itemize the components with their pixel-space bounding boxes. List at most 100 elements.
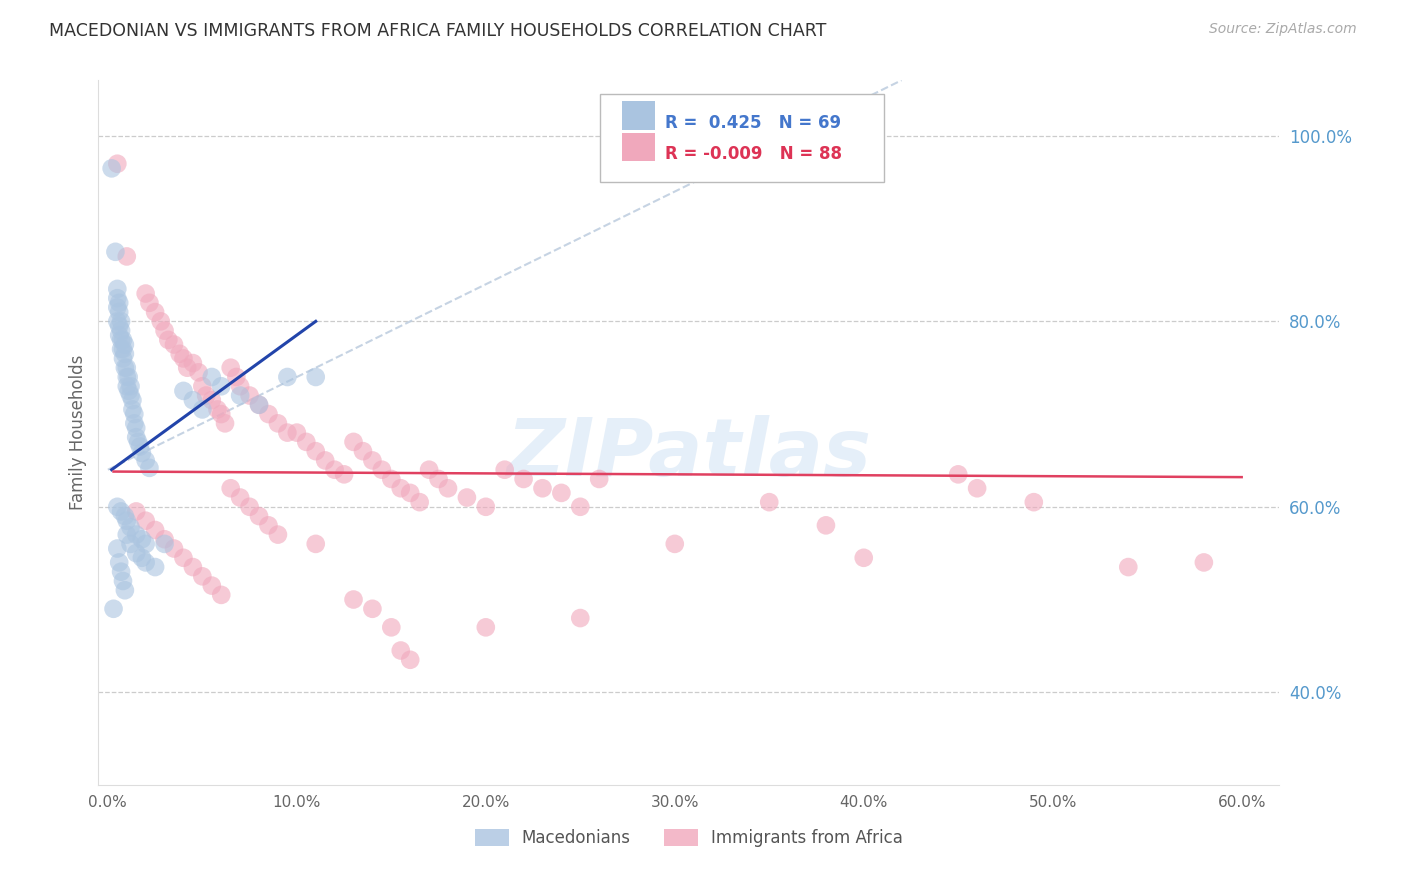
Point bbox=[124, 407, 146, 421]
Point bbox=[494, 463, 516, 477]
Point bbox=[247, 509, 270, 524]
Point bbox=[114, 360, 136, 375]
Text: R =  0.425   N = 69: R = 0.425 N = 69 bbox=[665, 114, 841, 132]
Point bbox=[380, 472, 402, 486]
Point bbox=[105, 282, 128, 296]
Point bbox=[129, 440, 152, 454]
Point bbox=[138, 295, 160, 310]
Point bbox=[257, 407, 280, 421]
Point bbox=[191, 569, 214, 583]
Point bbox=[125, 546, 148, 560]
Point bbox=[118, 384, 141, 398]
Point bbox=[531, 481, 554, 495]
Point bbox=[295, 434, 318, 449]
Text: ZIPatlas: ZIPatlas bbox=[506, 415, 872, 492]
Point bbox=[418, 463, 440, 477]
Point bbox=[225, 370, 247, 384]
Point bbox=[176, 360, 198, 375]
Point bbox=[149, 314, 172, 328]
Point bbox=[1022, 495, 1045, 509]
Point bbox=[135, 556, 157, 570]
Point bbox=[229, 388, 252, 402]
Point bbox=[814, 518, 837, 533]
Point bbox=[110, 333, 132, 347]
Point bbox=[114, 583, 136, 598]
Point bbox=[267, 417, 290, 431]
Point bbox=[758, 495, 780, 509]
Point bbox=[108, 318, 131, 333]
Point bbox=[209, 407, 232, 421]
Point bbox=[125, 430, 148, 444]
Point bbox=[131, 550, 153, 565]
FancyBboxPatch shape bbox=[621, 133, 655, 161]
Point bbox=[105, 301, 128, 315]
Point bbox=[588, 472, 610, 486]
Point bbox=[110, 504, 132, 518]
Point bbox=[172, 351, 194, 366]
Point bbox=[305, 370, 328, 384]
Point bbox=[115, 370, 138, 384]
FancyBboxPatch shape bbox=[621, 102, 655, 129]
Point bbox=[187, 365, 209, 379]
Point bbox=[163, 337, 186, 351]
Point bbox=[121, 393, 143, 408]
Point bbox=[127, 434, 149, 449]
Point bbox=[257, 518, 280, 533]
Point bbox=[153, 537, 176, 551]
Point bbox=[114, 509, 136, 524]
Point bbox=[111, 333, 134, 347]
Point bbox=[114, 337, 136, 351]
Point bbox=[966, 481, 988, 495]
Text: R = -0.009   N = 88: R = -0.009 N = 88 bbox=[665, 145, 842, 163]
Point bbox=[207, 402, 229, 417]
Point bbox=[172, 384, 194, 398]
Point bbox=[229, 379, 252, 393]
Point bbox=[120, 520, 142, 534]
Point bbox=[125, 421, 148, 435]
Point bbox=[550, 486, 572, 500]
Point bbox=[111, 574, 134, 588]
Text: MACEDONIAN VS IMMIGRANTS FROM AFRICA FAMILY HOUSEHOLDS CORRELATION CHART: MACEDONIAN VS IMMIGRANTS FROM AFRICA FAM… bbox=[49, 22, 827, 40]
Point bbox=[115, 379, 138, 393]
Point bbox=[209, 588, 232, 602]
Point bbox=[852, 550, 875, 565]
Point bbox=[201, 579, 224, 593]
Point bbox=[125, 527, 148, 541]
Point bbox=[105, 291, 128, 305]
Point bbox=[239, 388, 262, 402]
Point bbox=[664, 537, 686, 551]
Point bbox=[219, 360, 242, 375]
Point bbox=[105, 500, 128, 514]
Point bbox=[191, 379, 214, 393]
Point bbox=[195, 388, 218, 402]
Point bbox=[247, 398, 270, 412]
Point bbox=[111, 342, 134, 356]
Point bbox=[181, 356, 204, 370]
Point bbox=[103, 601, 125, 615]
Point bbox=[191, 402, 214, 417]
Point bbox=[135, 453, 157, 467]
Point bbox=[110, 314, 132, 328]
Point bbox=[399, 486, 422, 500]
Point bbox=[380, 620, 402, 634]
Point bbox=[108, 556, 131, 570]
Text: Source: ZipAtlas.com: Source: ZipAtlas.com bbox=[1209, 22, 1357, 37]
Point bbox=[239, 500, 262, 514]
Point bbox=[115, 360, 138, 375]
Point bbox=[342, 434, 364, 449]
Point bbox=[110, 324, 132, 338]
Point bbox=[121, 402, 143, 417]
Point bbox=[115, 249, 138, 264]
Point bbox=[143, 523, 166, 537]
Point bbox=[115, 514, 138, 528]
Point bbox=[214, 417, 236, 431]
Point bbox=[108, 328, 131, 343]
Point bbox=[201, 393, 224, 408]
Point bbox=[111, 351, 134, 366]
FancyBboxPatch shape bbox=[600, 95, 884, 183]
Point bbox=[135, 286, 157, 301]
Legend: Macedonians, Immigrants from Africa: Macedonians, Immigrants from Africa bbox=[468, 822, 910, 855]
Point bbox=[131, 533, 153, 547]
Point bbox=[361, 601, 384, 615]
Point bbox=[143, 305, 166, 319]
